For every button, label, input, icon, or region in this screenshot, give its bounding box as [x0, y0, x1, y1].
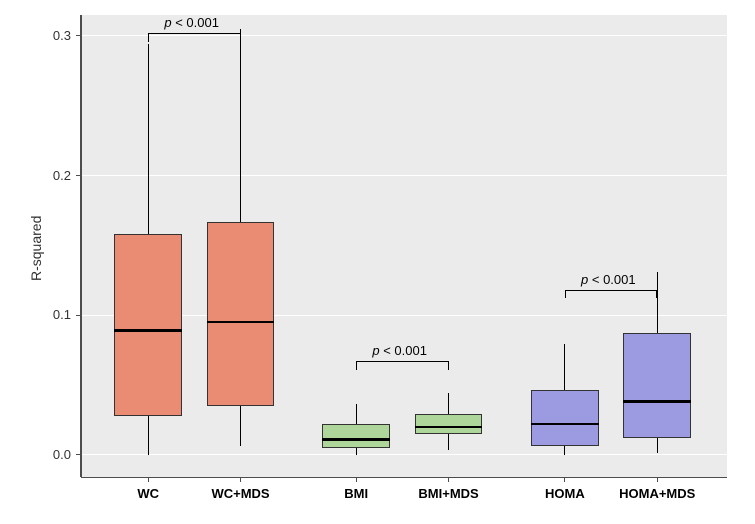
y-tick-label: 0.0	[41, 447, 71, 462]
box-HOMA+MDS	[623, 333, 691, 438]
x-tick	[657, 477, 658, 482]
sig-bracket-v	[448, 361, 449, 369]
whisker-upper	[148, 44, 149, 234]
x-axis	[81, 477, 727, 479]
boxplot-chart: 0.00.10.20.3WCWC+MDSBMIBMI+MDSHOMAHOMA+M…	[0, 0, 755, 524]
sig-label: p < 0.001	[372, 343, 427, 358]
sig-bracket-h	[356, 361, 448, 362]
gridline	[81, 454, 727, 455]
box-BMI+MDS	[415, 414, 483, 434]
sig-label: p < 0.001	[164, 15, 219, 30]
whisker-upper	[240, 29, 241, 222]
whisker-lower	[564, 446, 565, 454]
whisker-lower	[356, 448, 357, 455]
y-axis	[80, 15, 82, 477]
whisker-lower	[148, 416, 149, 455]
sig-bracket-v	[565, 290, 566, 298]
y-axis-label: R-squared	[28, 216, 44, 281]
gridline	[81, 35, 727, 36]
y-tick-label: 0.2	[41, 168, 71, 183]
whisker-upper	[564, 344, 565, 390]
x-tick-label: BMI+MDS	[394, 486, 504, 501]
x-tick	[148, 477, 149, 482]
median-line	[531, 423, 599, 426]
sig-label: p < 0.001	[581, 272, 636, 287]
box-WC+MDS	[207, 222, 275, 406]
sig-bracket-h	[148, 33, 240, 34]
y-tick-label: 0.1	[41, 307, 71, 322]
median-line	[114, 329, 182, 332]
median-line	[207, 321, 275, 324]
x-tick	[356, 477, 357, 482]
x-tick-label: WC+MDS	[186, 486, 296, 501]
gridline	[81, 175, 727, 176]
x-tick	[240, 477, 241, 482]
box-BMI	[322, 424, 390, 448]
box-WC	[114, 234, 182, 415]
sig-bracket-h	[565, 290, 657, 291]
median-line	[623, 400, 691, 403]
median-line	[322, 438, 390, 441]
x-tick-label: HOMA+MDS	[602, 486, 712, 501]
x-tick	[448, 477, 449, 482]
sig-bracket-v	[356, 361, 357, 369]
whisker-upper	[448, 393, 449, 414]
sig-bracket-v	[656, 290, 657, 298]
whisker-lower	[448, 434, 449, 451]
sig-bracket-v	[148, 33, 149, 41]
x-tick	[564, 477, 565, 482]
box-HOMA	[531, 390, 599, 446]
sig-bracket-v	[240, 33, 241, 41]
median-line	[415, 426, 483, 429]
whisker-lower	[240, 406, 241, 446]
whisker-upper	[657, 272, 658, 333]
y-tick-label: 0.3	[41, 28, 71, 43]
whisker-lower	[657, 438, 658, 453]
whisker-upper	[356, 404, 357, 424]
